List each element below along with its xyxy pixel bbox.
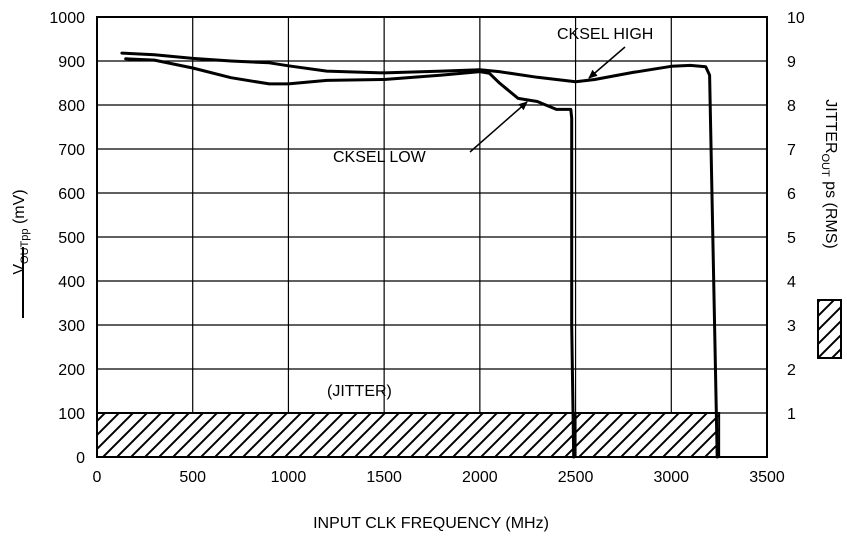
y-right-tick-label: 5	[787, 230, 796, 247]
svg-text:VOUTpp (mV): VOUTpp (mV)	[11, 189, 31, 274]
svg-text:JITTEROUT ps (RMS): JITTEROUT ps (RMS)	[819, 99, 839, 248]
y-left-tick-label: 800	[58, 98, 85, 115]
x-tick-labels: 0 500 1000 1500 2000 2500 3000 3500	[93, 469, 785, 486]
y-left-axis-label: VOUTpp (mV)	[11, 189, 31, 274]
annotation-jitter: (JITTER)	[327, 383, 392, 400]
y-right-label-sub: OUT	[819, 153, 831, 177]
annotation-cksel-low-arrow	[469, 101, 528, 153]
y-right-label-unit: ps (RMS)	[822, 177, 839, 249]
x-tick-label: 3500	[749, 469, 785, 486]
y-right-tick-label: 1	[787, 406, 796, 423]
y-right-tick-label: 3	[787, 318, 796, 335]
annotation-cksel-low: CKSEL LOW	[333, 149, 427, 166]
y-left-tick-label: 100	[58, 406, 85, 423]
x-tick-label: 0	[93, 469, 102, 486]
jitter-bar	[96, 412, 577, 458]
x-tick-label: 1500	[366, 469, 402, 486]
x-tick-label: 1000	[271, 469, 307, 486]
y-right-tick-label: 10	[787, 10, 805, 27]
y-left-tick-label: 200	[58, 362, 85, 379]
y-right-tick-label: 7	[787, 142, 796, 159]
y-right-tick-label: 4	[787, 274, 796, 291]
annotation-cksel-high: CKSEL HIGH	[557, 26, 653, 43]
y-left-tick-label: 0	[76, 450, 85, 467]
series-lines	[120, 51, 719, 459]
plot-frame	[96, 16, 768, 458]
y-left-label-sub: OUTpp	[19, 228, 31, 263]
y-right-tick-label: 8	[787, 98, 796, 115]
y-right-label-main: JITTER	[822, 99, 839, 153]
y-left-tick-label: 1000	[49, 10, 85, 27]
jitter-bar	[574, 412, 721, 458]
x-tick-label: 3000	[653, 469, 689, 486]
y-left-tick-label: 300	[58, 318, 85, 335]
x-tick-label: 500	[179, 469, 206, 486]
y-left-tick-label: 500	[58, 230, 85, 247]
series-line-cksel-low	[124, 57, 576, 459]
y-right-tick-label: 9	[787, 54, 796, 71]
y-right-tick-label: 6	[787, 186, 796, 203]
y-left-tick-label: 700	[58, 142, 85, 159]
annotation-cksel-high-arrow	[588, 46, 626, 79]
y-right-tick-labels: 1 2 3 4 5 6 7 8 9 10	[787, 10, 805, 423]
y-left-label-main: V	[11, 264, 28, 275]
x-axis-label: INPUT CLK FREQUENCY (MHz)	[313, 515, 549, 532]
x-tick-label: 2500	[558, 469, 594, 486]
jitter-bars	[96, 412, 721, 458]
y-left-tick-label: 600	[58, 186, 85, 203]
grid	[96, 16, 768, 458]
y-right-tick-label: 2	[787, 362, 796, 379]
y-left-tick-label: 400	[58, 274, 85, 291]
series-line-cksel-high	[120, 51, 719, 459]
y-left-label-unit: (mV)	[11, 189, 28, 228]
y-left-tick-label: 900	[58, 54, 85, 71]
plot-border	[96, 16, 768, 458]
y-right-axis-label: JITTEROUT ps (RMS)	[819, 99, 839, 248]
right-legend-hatch-swatch	[817, 299, 842, 359]
x-tick-label: 2000	[462, 469, 498, 486]
y-left-tick-labels: 0 100 200 300 400 500 600 700 800 900 1000	[49, 10, 85, 467]
